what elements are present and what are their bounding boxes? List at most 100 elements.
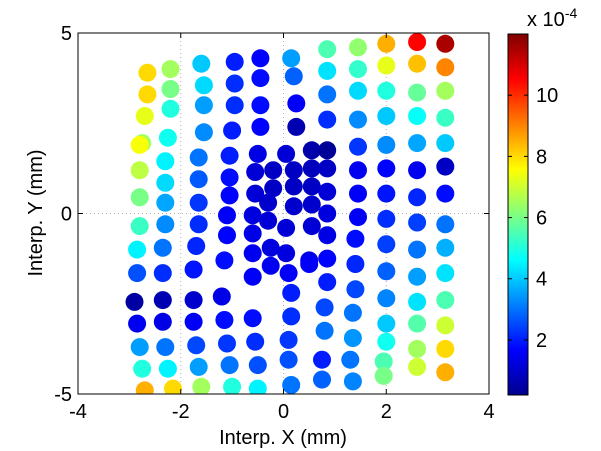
data-point-56 <box>130 161 149 180</box>
colorbar-tick-label-3: 8 <box>536 146 547 168</box>
data-point-171 <box>223 377 242 394</box>
data-point-119 <box>408 267 427 286</box>
x-axis-ticks: -4 -2 0 2 4 <box>69 33 495 423</box>
data-point-74 <box>264 179 283 198</box>
data-point-100 <box>259 211 278 230</box>
data-point-117 <box>346 255 365 273</box>
data-point-99 <box>243 224 262 243</box>
data-point-13 <box>194 76 213 95</box>
data-point-1 <box>161 60 180 79</box>
data-point-113 <box>261 238 280 257</box>
data-point-130 <box>346 280 365 299</box>
colorbar-tick-label-2: 6 <box>536 208 547 230</box>
data-point-126 <box>261 256 280 275</box>
data-point-5 <box>282 49 301 68</box>
data-point-173 <box>282 376 301 394</box>
data-point-79 <box>377 184 396 203</box>
colorbar-exponent-power: -4 <box>565 5 578 21</box>
data-point-63 <box>302 159 321 178</box>
data-point-24 <box>194 96 213 115</box>
data-point-29 <box>349 81 367 100</box>
data-point-9 <box>408 33 427 51</box>
colorbar-exponent-base: x 10 <box>527 9 565 31</box>
data-point-35 <box>194 123 213 142</box>
data-point-144 <box>408 314 427 333</box>
data-point-153 <box>343 329 362 347</box>
data-point-3 <box>225 52 244 71</box>
data-point-128 <box>300 255 319 273</box>
data-point-20 <box>408 54 427 73</box>
data-point-85 <box>218 206 236 225</box>
x-tick-label-1: -2 <box>172 401 190 423</box>
data-point-12 <box>161 80 180 98</box>
data-point-168 <box>135 381 154 394</box>
data-point-151 <box>279 330 298 349</box>
data-point-78 <box>349 184 367 203</box>
data-point-137 <box>215 311 234 329</box>
x-tick-label-3: 2 <box>381 401 392 423</box>
data-point-90 <box>318 204 337 223</box>
data-point-30 <box>377 81 396 100</box>
data-point-167 <box>436 363 455 382</box>
data-point-112 <box>243 244 262 263</box>
data-point-116 <box>318 249 337 268</box>
data-point-152 <box>315 321 334 340</box>
data-point-28 <box>318 85 337 104</box>
colorbar-tick-label-1: 4 <box>536 269 547 291</box>
data-point-77 <box>318 182 337 201</box>
data-point-32 <box>436 81 455 100</box>
x-tick-label-0: -4 <box>69 401 87 423</box>
data-point-107 <box>436 238 455 257</box>
data-point-73 <box>246 184 265 203</box>
data-point-57 <box>156 173 175 192</box>
data-point-38 <box>287 117 306 136</box>
data-point-65 <box>349 161 367 180</box>
y-tick-label-0: -5 <box>54 384 72 406</box>
data-point-27 <box>287 94 306 113</box>
data-point-162 <box>279 350 298 369</box>
data-point-11 <box>138 85 157 104</box>
data-point-17 <box>318 61 337 80</box>
data-point-26 <box>251 96 270 115</box>
data-point-140 <box>282 307 301 326</box>
data-point-23 <box>161 99 180 118</box>
data-point-166 <box>408 357 427 376</box>
data-point-94 <box>436 215 455 234</box>
data-point-70 <box>156 193 175 212</box>
data-point-44 <box>130 135 149 154</box>
data-point-143 <box>377 314 396 333</box>
data-point-55 <box>436 134 455 153</box>
data-point-132 <box>408 292 427 311</box>
data-point-89 <box>302 195 321 214</box>
data-point-8 <box>377 34 396 53</box>
data-point-147 <box>156 338 175 357</box>
data-point-118 <box>377 262 396 281</box>
data-point-68 <box>436 157 455 176</box>
data-point-125 <box>243 267 262 286</box>
data-point-49 <box>277 144 296 163</box>
data-point-64 <box>318 159 337 178</box>
data-point-22 <box>135 107 154 125</box>
data-point-2 <box>192 54 211 73</box>
data-point-14 <box>225 74 244 93</box>
y-axis-label: Interp. Y (mm) <box>25 149 47 276</box>
scatter-points <box>125 33 455 394</box>
data-point-163 <box>313 350 331 369</box>
data-point-87 <box>259 193 278 212</box>
data-point-146 <box>130 338 149 357</box>
data-point-80 <box>408 188 427 207</box>
data-point-111 <box>215 251 234 270</box>
x-tick-label-2: 0 <box>278 401 289 423</box>
data-point-34 <box>158 128 177 147</box>
data-point-155 <box>408 339 427 358</box>
data-point-127 <box>279 264 298 283</box>
data-point-83 <box>156 215 175 234</box>
data-point-60 <box>246 163 265 181</box>
data-point-36 <box>223 121 242 140</box>
data-point-134 <box>128 314 147 333</box>
colorbar-tick-label-4: 10 <box>536 85 558 107</box>
data-point-81 <box>436 184 455 203</box>
data-point-47 <box>220 146 239 165</box>
data-point-114 <box>277 244 296 263</box>
colorbar-exponent-label: x 10-4 <box>527 5 577 31</box>
